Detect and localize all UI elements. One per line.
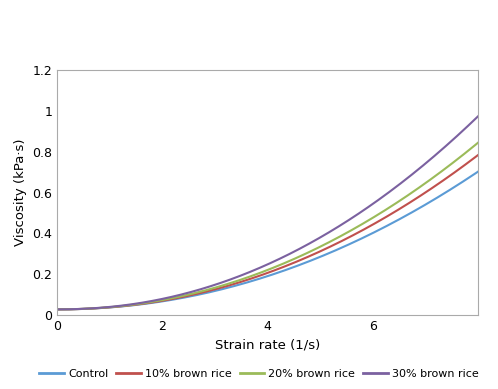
Control: [475, 169, 481, 174]
30% brown rice: [305, 242, 311, 247]
10% brown rice: [303, 255, 309, 260]
Control: [312, 257, 318, 261]
Legend: Control, 10% brown rice, 20% brown rice, 30% brown rice: Control, 10% brown rice, 20% brown rice,…: [35, 364, 483, 384]
20% brown rice: [475, 140, 481, 145]
10% brown rice: [409, 199, 415, 203]
30% brown rice: [303, 243, 309, 247]
Control: [305, 259, 311, 264]
30% brown rice: [475, 114, 481, 119]
10% brown rice: [56, 307, 62, 312]
10% brown rice: [54, 307, 60, 312]
Line: Control: Control: [57, 172, 478, 309]
20% brown rice: [54, 307, 60, 312]
10% brown rice: [436, 181, 442, 186]
10% brown rice: [312, 251, 318, 256]
30% brown rice: [54, 307, 60, 312]
20% brown rice: [312, 247, 318, 252]
20% brown rice: [56, 307, 62, 312]
Control: [56, 307, 62, 312]
Control: [436, 194, 442, 199]
Line: 30% brown rice: 30% brown rice: [57, 116, 478, 309]
Line: 10% brown rice: 10% brown rice: [57, 155, 478, 309]
20% brown rice: [409, 190, 415, 195]
10% brown rice: [475, 152, 481, 157]
10% brown rice: [305, 254, 311, 259]
Control: [303, 260, 309, 265]
Control: [409, 210, 415, 215]
Y-axis label: Viscosity (kPa·s): Viscosity (kPa·s): [14, 139, 27, 246]
Control: [54, 307, 60, 312]
X-axis label: Strain rate (1/s): Strain rate (1/s): [215, 338, 320, 352]
20% brown rice: [303, 251, 309, 256]
Line: 20% brown rice: 20% brown rice: [57, 143, 478, 309]
20% brown rice: [305, 251, 311, 255]
30% brown rice: [436, 150, 442, 155]
30% brown rice: [312, 238, 318, 243]
20% brown rice: [436, 171, 442, 176]
30% brown rice: [409, 172, 415, 177]
30% brown rice: [56, 307, 62, 312]
